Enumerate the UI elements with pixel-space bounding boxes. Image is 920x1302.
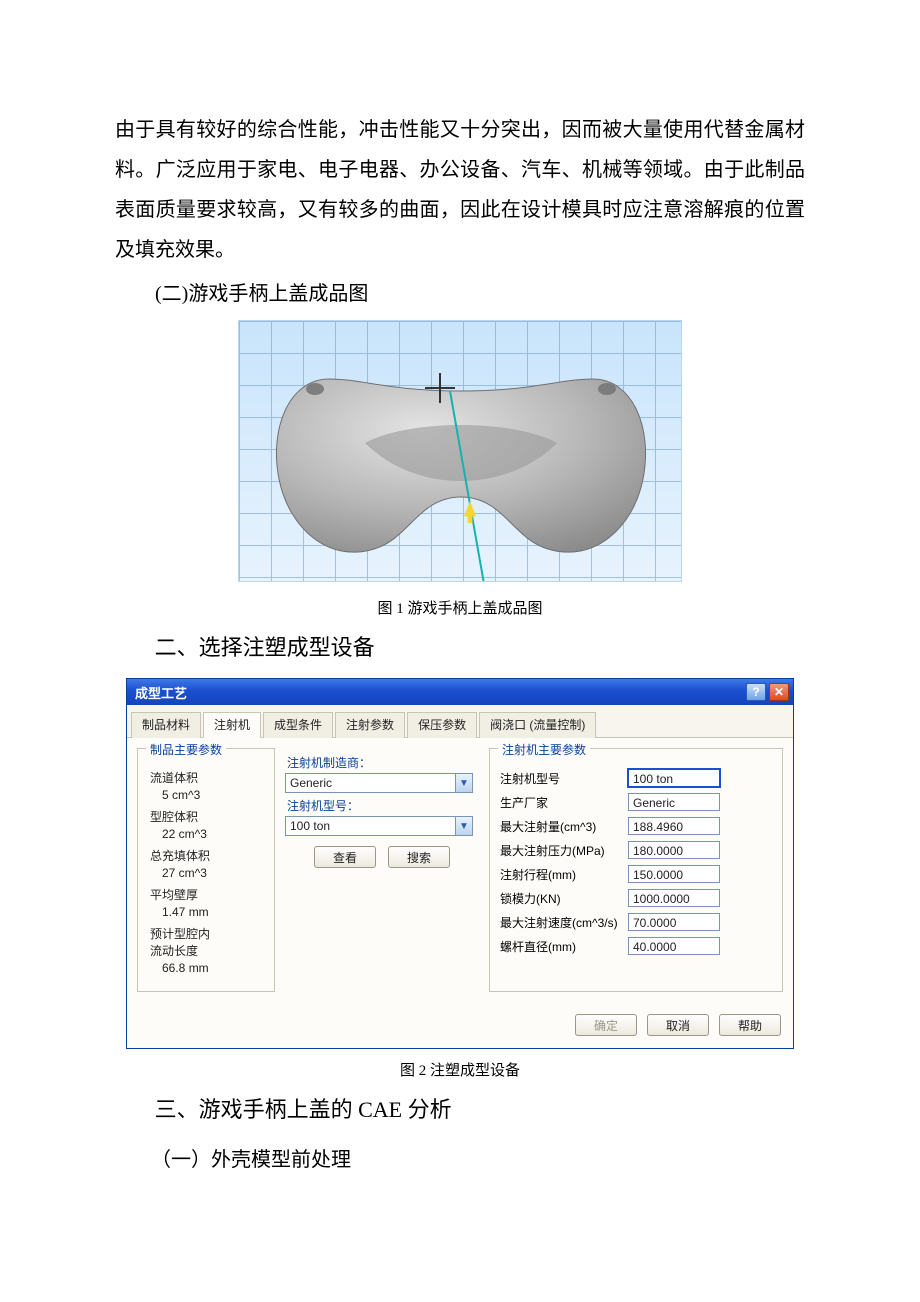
model-combo-value: 100 ton [286,817,455,835]
tab-injection-machine[interactable]: 注射机 [203,712,261,738]
tab-injection-params[interactable]: 注射参数 [335,712,405,738]
dialog-body: 制品主要参数 流道体积 5 cm^3 型腔体积 22 cm^3 总充填体积 27… [127,738,793,1006]
field-max-pressure[interactable]: 180.0000 [628,841,720,859]
chevron-down-icon[interactable]: ▼ [455,774,472,792]
tab-valve-gate[interactable]: 阀浇口 (流量控制) [479,712,596,738]
tab-packing-params[interactable]: 保压参数 [407,712,477,738]
label-clamp-force: 锁模力(KN) [500,890,628,907]
param-total-fill-value: 27 cm^3 [162,866,264,880]
subheading-product-image: (二)游戏手柄上盖成品图 [115,274,805,314]
search-button[interactable]: 搜索 [388,846,450,868]
row-max-shot: 最大注射量(cm^3) 188.4960 [500,817,772,835]
label-model: 注射机型号 [500,770,628,787]
model-combo[interactable]: 100 ton ▼ [285,816,473,836]
param-flow-length-label: 预计型腔内 流动长度 [150,925,264,959]
heading-select-equipment: 二、选择注塑成型设备 [115,626,805,670]
label-stroke: 注射行程(mm) [500,866,628,883]
row-maker: 生产厂家 Generic [500,793,772,811]
label-maker: 生产厂家 [500,794,628,811]
machine-params-title: 注射机主要参数 [498,741,590,758]
param-total-fill-label: 总充填体积 [150,847,264,864]
machine-params-group: 注射机主要参数 注射机型号 100 ton 生产厂家 Generic 最大注射量… [489,748,783,992]
label-screw-diameter: 螺杆直径(mm) [500,938,628,955]
param-cavity-vol-label: 型腔体积 [150,808,264,825]
help-button[interactable]: ? [746,683,766,701]
body-paragraph: 由于具有较好的综合性能，冲击性能又十分突出，因而被大量使用代替金属材料。广泛应用… [115,110,805,270]
field-clamp-force[interactable]: 1000.0000 [628,889,720,907]
param-runner-vol-label: 流道体积 [150,769,264,786]
titlebar-buttons: ? ✕ [746,683,789,701]
dialog-titlebar: 成型工艺 ? ✕ [127,679,793,705]
field-screw-diameter[interactable]: 40.0000 [628,937,720,955]
field-max-speed[interactable]: 70.0000 [628,913,720,931]
param-avg-thickness-label: 平均壁厚 [150,886,264,903]
figure-1-box [238,320,682,582]
param-avg-thickness-value: 1.47 mm [162,905,264,919]
product-params-title: 制品主要参数 [146,741,226,758]
figure-1-wrap [115,320,805,587]
field-stroke[interactable]: 150.0000 [628,865,720,883]
view-button[interactable]: 查看 [314,846,376,868]
field-model[interactable]: 100 ton [628,769,720,787]
maker-combo-value: Generic [286,774,455,792]
label-max-pressure: 最大注射压力(MPa) [500,842,628,859]
chevron-down-icon[interactable]: ▼ [455,817,472,835]
row-stroke: 注射行程(mm) 150.0000 [500,865,772,883]
ok-button[interactable]: 确定 [575,1014,637,1036]
param-cavity-vol-value: 22 cm^3 [162,827,264,841]
field-maker[interactable]: Generic [628,793,720,811]
row-screw-diameter: 螺杆直径(mm) 40.0000 [500,937,772,955]
close-button[interactable]: ✕ [769,683,789,701]
figure-1-caption: 图 1 游戏手柄上盖成品图 [115,597,805,618]
row-model: 注射机型号 100 ton [500,769,772,787]
subheading-preprocess: （一）外壳模型前处理 [115,1140,805,1180]
heading-cae-analysis: 三、游戏手柄上盖的 CAE 分析 [115,1088,805,1132]
cancel-button[interactable]: 取消 [647,1014,709,1036]
tab-molding-condition[interactable]: 成型条件 [263,712,333,738]
label-max-speed: 最大注射速度(cm^3/s) [500,914,628,931]
machine-selector: 注射机制造商： Generic ▼ 注射机型号： 100 ton ▼ 查看 搜索 [285,748,479,992]
row-clamp-force: 锁模力(KN) 1000.0000 [500,889,772,907]
maker-combo[interactable]: Generic ▼ [285,773,473,793]
param-runner-vol-value: 5 cm^3 [162,788,264,802]
row-max-speed: 最大注射速度(cm^3/s) 70.0000 [500,913,772,931]
dialog-footer: 确定 取消 帮助 [127,1006,793,1048]
product-params-group: 制品主要参数 流道体积 5 cm^3 型腔体积 22 cm^3 总充填体积 27… [137,748,275,992]
model-label: 注射机型号： [287,797,479,814]
molding-process-dialog: 成型工艺 ? ✕ 制品材料 注射机 成型条件 注射参数 保压参数 阀浇口 (流量… [126,678,794,1049]
dialog-title: 成型工艺 [135,683,187,702]
help-button-footer[interactable]: 帮助 [719,1014,781,1036]
tab-material[interactable]: 制品材料 [131,712,201,738]
row-max-pressure: 最大注射压力(MPa) 180.0000 [500,841,772,859]
field-max-shot[interactable]: 188.4960 [628,817,720,835]
maker-label: 注射机制造商： [287,754,479,771]
tab-strip: 制品材料 注射机 成型条件 注射参数 保压参数 阀浇口 (流量控制) [127,705,793,738]
figure-2-caption: 图 2 注塑成型设备 [115,1059,805,1080]
param-flow-length-value: 66.8 mm [162,961,264,975]
label-max-shot: 最大注射量(cm^3) [500,818,628,835]
